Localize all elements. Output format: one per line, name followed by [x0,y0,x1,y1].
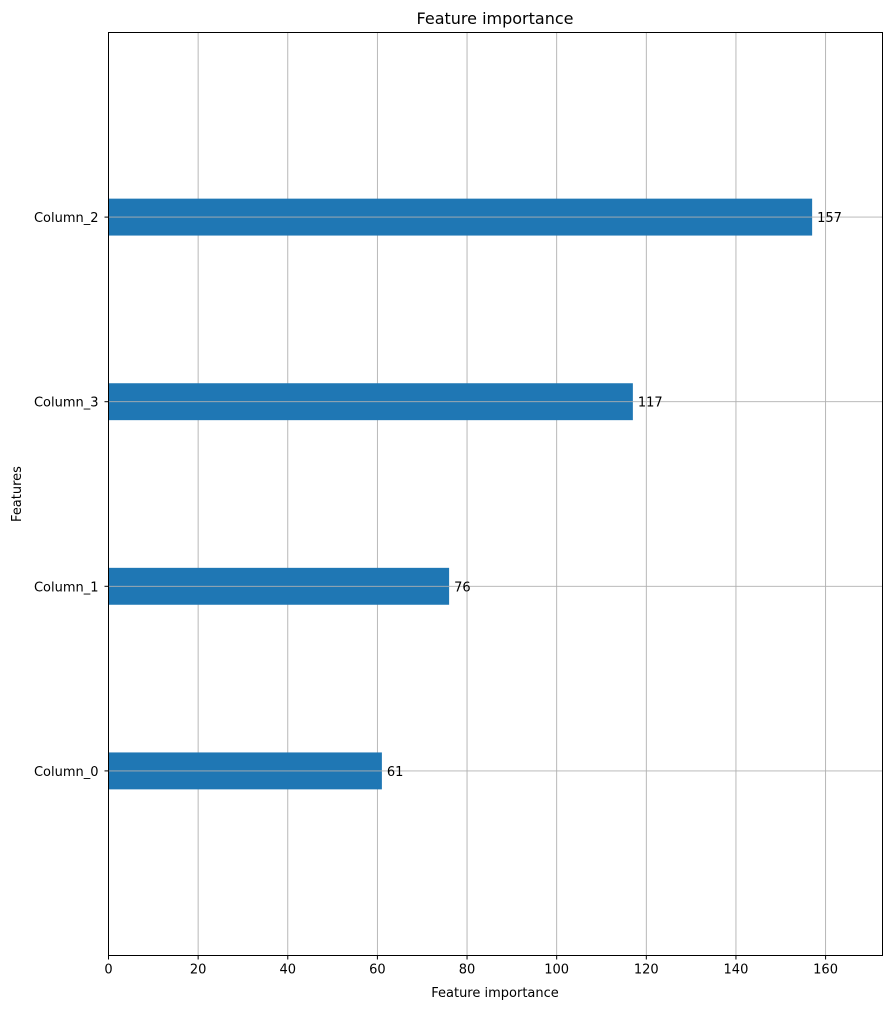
y-axis-ticks: Column_0 Column_1 Column_3 Column_2 [34,211,109,780]
data-label: 61 [387,765,404,780]
bars [108,198,883,790]
plot-frame [108,32,883,956]
x-tick-label: 120 [634,963,659,978]
y-tick-label: Column_3 [34,396,99,411]
y-tick-label: Column_1 [34,580,99,595]
x-tick-label: 100 [544,963,569,978]
data-label: 157 [817,211,842,226]
y-axis-label: Features [10,466,25,522]
grid-lines [108,32,827,956]
x-axis-ticks: 0 20 40 60 80 100 120 140 160 [104,955,838,978]
x-tick-label: 60 [369,963,386,978]
x-tick-label: 40 [279,963,296,978]
chart-title: Feature importance [417,9,574,28]
y-tick-label: Column_2 [34,211,99,226]
x-tick-label: 140 [724,963,749,978]
x-tick-label: 80 [459,963,476,978]
data-labels: 61 76 117 157 [387,211,842,780]
x-tick-label: 0 [104,963,112,978]
data-label: 117 [638,396,663,411]
x-tick-label: 160 [813,963,838,978]
x-tick-label: 20 [190,963,207,978]
x-axis-label: Feature importance [431,986,559,1001]
data-label: 76 [454,580,471,595]
y-tick-label: Column_0 [34,765,99,780]
